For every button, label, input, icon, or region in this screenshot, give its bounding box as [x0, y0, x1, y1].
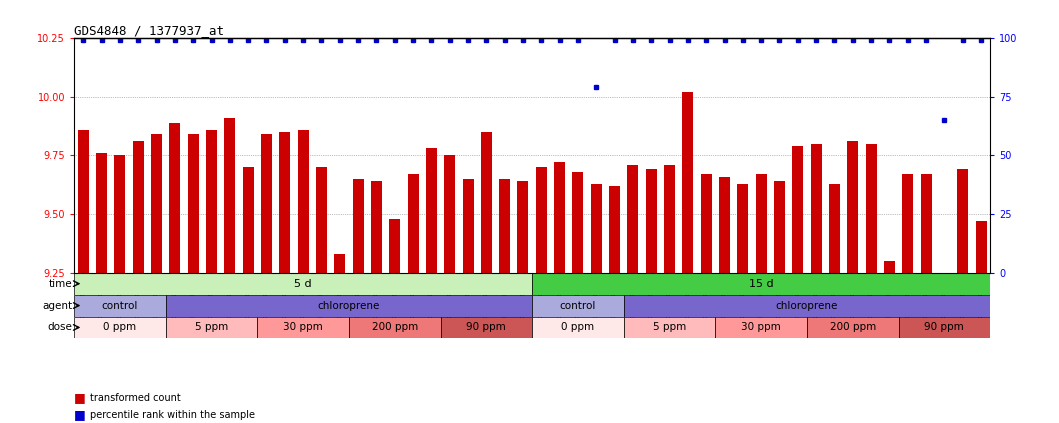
Bar — [737, 184, 749, 273]
Bar — [810, 144, 822, 273]
Bar — [591, 184, 602, 273]
Bar — [624, 294, 990, 316]
Text: percentile rank within the sample: percentile rank within the sample — [90, 409, 255, 420]
Bar — [957, 170, 968, 273]
Bar — [774, 181, 785, 273]
Text: 30 ppm: 30 ppm — [741, 322, 782, 332]
Bar — [536, 167, 546, 273]
Bar — [664, 165, 675, 273]
Bar — [646, 170, 657, 273]
Bar — [865, 144, 877, 273]
Text: chloroprene: chloroprene — [776, 301, 838, 310]
Bar — [807, 316, 899, 338]
Bar — [335, 254, 345, 273]
Bar — [682, 92, 694, 273]
Bar — [719, 176, 730, 273]
Text: 15 d: 15 d — [749, 279, 773, 288]
Bar — [187, 134, 199, 273]
Bar — [169, 123, 180, 273]
Bar — [74, 294, 166, 316]
Bar — [280, 132, 290, 273]
Bar — [166, 294, 533, 316]
Bar — [298, 129, 308, 273]
Bar — [114, 155, 125, 273]
Bar — [463, 179, 473, 273]
Bar — [829, 184, 840, 273]
Bar — [716, 316, 807, 338]
Bar — [353, 179, 363, 273]
Bar — [624, 316, 716, 338]
Bar — [573, 172, 584, 273]
Text: chloroprene: chloroprene — [318, 301, 380, 310]
Bar — [257, 316, 349, 338]
Bar — [481, 132, 491, 273]
Bar — [371, 181, 382, 273]
Text: 90 ppm: 90 ppm — [925, 322, 965, 332]
Text: control: control — [102, 301, 138, 310]
Bar — [316, 167, 327, 273]
Text: ■: ■ — [74, 408, 86, 421]
Bar — [518, 181, 528, 273]
Bar — [756, 174, 767, 273]
Text: 0 ppm: 0 ppm — [561, 322, 594, 332]
Text: time: time — [49, 279, 72, 288]
Bar — [444, 155, 455, 273]
Text: 30 ppm: 30 ppm — [283, 322, 323, 332]
Bar — [533, 316, 624, 338]
Bar — [408, 174, 418, 273]
Text: 5 ppm: 5 ppm — [653, 322, 686, 332]
Bar — [920, 174, 932, 273]
Bar — [225, 118, 235, 273]
Text: 5 d: 5 d — [294, 279, 312, 288]
Text: ■: ■ — [74, 391, 86, 404]
Text: 5 ppm: 5 ppm — [195, 322, 228, 332]
Bar — [390, 219, 400, 273]
Bar — [96, 153, 107, 273]
Bar — [627, 165, 639, 273]
Bar — [499, 179, 510, 273]
Bar — [426, 148, 437, 273]
Bar — [74, 273, 533, 294]
Text: 200 ppm: 200 ppm — [829, 322, 876, 332]
Bar — [847, 141, 858, 273]
Text: 200 ppm: 200 ppm — [372, 322, 418, 332]
Bar — [975, 221, 987, 273]
Bar — [243, 167, 254, 273]
Text: control: control — [560, 301, 596, 310]
Bar — [261, 134, 272, 273]
Bar — [899, 316, 990, 338]
Text: transformed count: transformed count — [90, 393, 181, 403]
Bar — [132, 141, 144, 273]
Bar — [792, 146, 804, 273]
Bar — [151, 134, 162, 273]
Text: 0 ppm: 0 ppm — [104, 322, 137, 332]
Bar — [609, 186, 621, 273]
Bar — [166, 316, 257, 338]
Bar — [884, 261, 895, 273]
Bar — [207, 129, 217, 273]
Bar — [939, 273, 950, 275]
Bar — [554, 162, 566, 273]
Bar — [77, 129, 89, 273]
Bar — [349, 316, 441, 338]
Text: GDS4848 / 1377937_at: GDS4848 / 1377937_at — [74, 24, 225, 37]
Bar — [441, 316, 533, 338]
Text: dose: dose — [48, 322, 72, 332]
Bar — [533, 294, 624, 316]
Bar — [902, 174, 913, 273]
Text: agent: agent — [42, 301, 72, 310]
Text: 90 ppm: 90 ppm — [466, 322, 506, 332]
Bar — [74, 316, 166, 338]
Bar — [533, 273, 990, 294]
Bar — [701, 174, 712, 273]
